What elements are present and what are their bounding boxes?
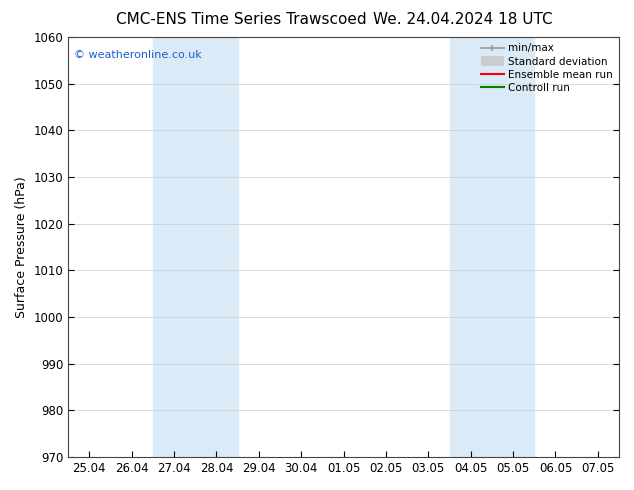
- Y-axis label: Surface Pressure (hPa): Surface Pressure (hPa): [15, 176, 28, 318]
- Text: CMC-ENS Time Series Trawscoed: CMC-ENS Time Series Trawscoed: [115, 12, 366, 27]
- Bar: [153, 37, 238, 457]
- Text: © weatheronline.co.uk: © weatheronline.co.uk: [74, 50, 202, 60]
- Text: We. 24.04.2024 18 UTC: We. 24.04.2024 18 UTC: [373, 12, 553, 27]
- Bar: [450, 37, 534, 457]
- Legend: min/max, Standard deviation, Ensemble mean run, Controll run: min/max, Standard deviation, Ensemble me…: [477, 39, 617, 97]
